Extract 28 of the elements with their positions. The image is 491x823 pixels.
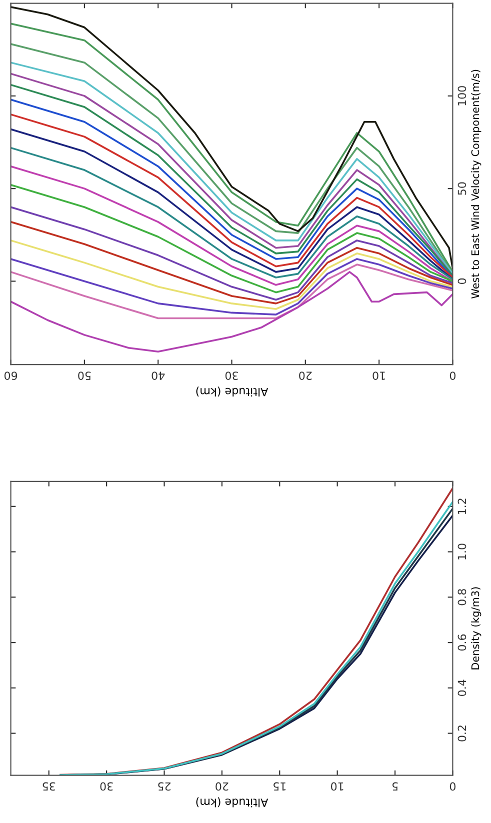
- x-axis-title: Altitude (km): [196, 386, 268, 397]
- x-tick-label: 40: [152, 372, 165, 380]
- y-tick-label: 100: [458, 86, 466, 106]
- y-axis-title: Density (kg/m3): [471, 587, 482, 670]
- x-tick-label: 20: [216, 782, 228, 791]
- x-tick-label: 5: [392, 782, 398, 791]
- x-tick-label: 60: [4, 372, 18, 380]
- x-tick-label: 15: [274, 782, 286, 791]
- x-axis-title: Altitude (km): [196, 797, 268, 808]
- y-tick-label: 0.6: [458, 634, 466, 651]
- y-tick-label: 0.2: [458, 726, 466, 742]
- y-tick-label: 0.4: [458, 680, 466, 696]
- x-tick-label: 35: [42, 782, 56, 791]
- y-tick-label: 0: [458, 278, 466, 284]
- y-tick-label: 50: [458, 182, 466, 195]
- y-axis-title: West to East Wind Velocity Component(m/s): [471, 70, 482, 299]
- x-tick-label: 0: [450, 782, 456, 791]
- x-tick-label: 30: [100, 782, 113, 791]
- y-tick-label: 0.8: [458, 589, 466, 606]
- y-tick-label: 1.2: [458, 498, 466, 514]
- y-tick-label: 1.0: [458, 544, 466, 560]
- x-tick-label: 10: [330, 782, 344, 791]
- x-tick-label: 0: [450, 372, 456, 380]
- x-tick-label: 25: [158, 782, 171, 791]
- x-tick-label: 50: [78, 372, 91, 380]
- x-tick-label: 30: [225, 372, 238, 380]
- x-tick-label: 10: [372, 372, 385, 380]
- x-tick-label: 20: [299, 372, 312, 380]
